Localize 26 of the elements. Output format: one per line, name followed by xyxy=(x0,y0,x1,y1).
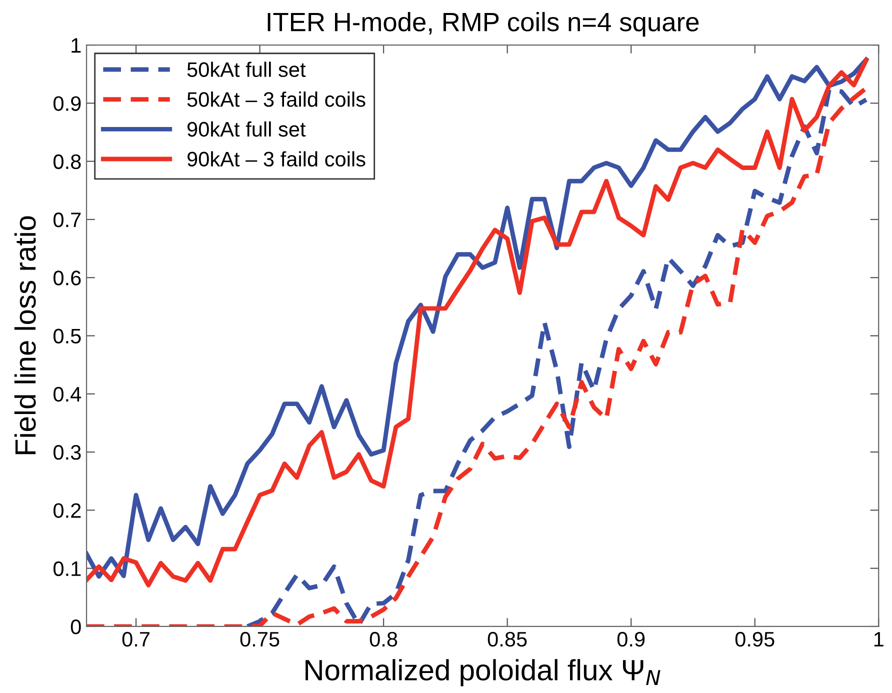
y-axis-title: Field line loss ratio xyxy=(14,216,36,454)
x-axis-title: Normalized poloidal flux Ψ$_{N}$ xyxy=(306,659,660,686)
x-tick-label: 0.85 xyxy=(488,632,527,647)
x-tick-label: 0.8 xyxy=(370,632,398,647)
x-tick-label: 1 xyxy=(874,632,884,646)
y-tick-label: 0.8 xyxy=(54,154,81,170)
y-tick-label: 0.9 xyxy=(54,96,81,111)
legend-label: 90kAt – 3 faild coils xyxy=(188,151,366,167)
legend-label: 50kAt – 3 faild coils xyxy=(187,92,366,107)
y-tick-label: 0.3 xyxy=(54,445,81,460)
y-tick-label: 0.7 xyxy=(54,212,81,228)
y-tick-label: 0 xyxy=(70,619,81,634)
y-tick-label: 0.4 xyxy=(54,386,82,402)
chart-title: ITER H-mode, RMP coils n=4 square xyxy=(268,12,699,37)
x-tick-label: 0.7 xyxy=(122,632,150,647)
y-tick-label: 1 xyxy=(72,38,81,53)
legend-label: 90kAt full set xyxy=(188,121,306,137)
x-tick-label: 0.75 xyxy=(240,632,280,647)
y-tick-label: 0.5 xyxy=(54,328,81,344)
legend-label: 50kAt full set xyxy=(187,62,306,78)
y-tick-label: 0.2 xyxy=(54,503,81,518)
line-series xyxy=(245,88,868,626)
y-tick-label: 0.6 xyxy=(54,270,81,286)
y-tick-label: 0.1 xyxy=(54,561,81,576)
x-tick-label: 0.95 xyxy=(735,632,774,647)
x-tick-label: 0.9 xyxy=(617,632,645,647)
